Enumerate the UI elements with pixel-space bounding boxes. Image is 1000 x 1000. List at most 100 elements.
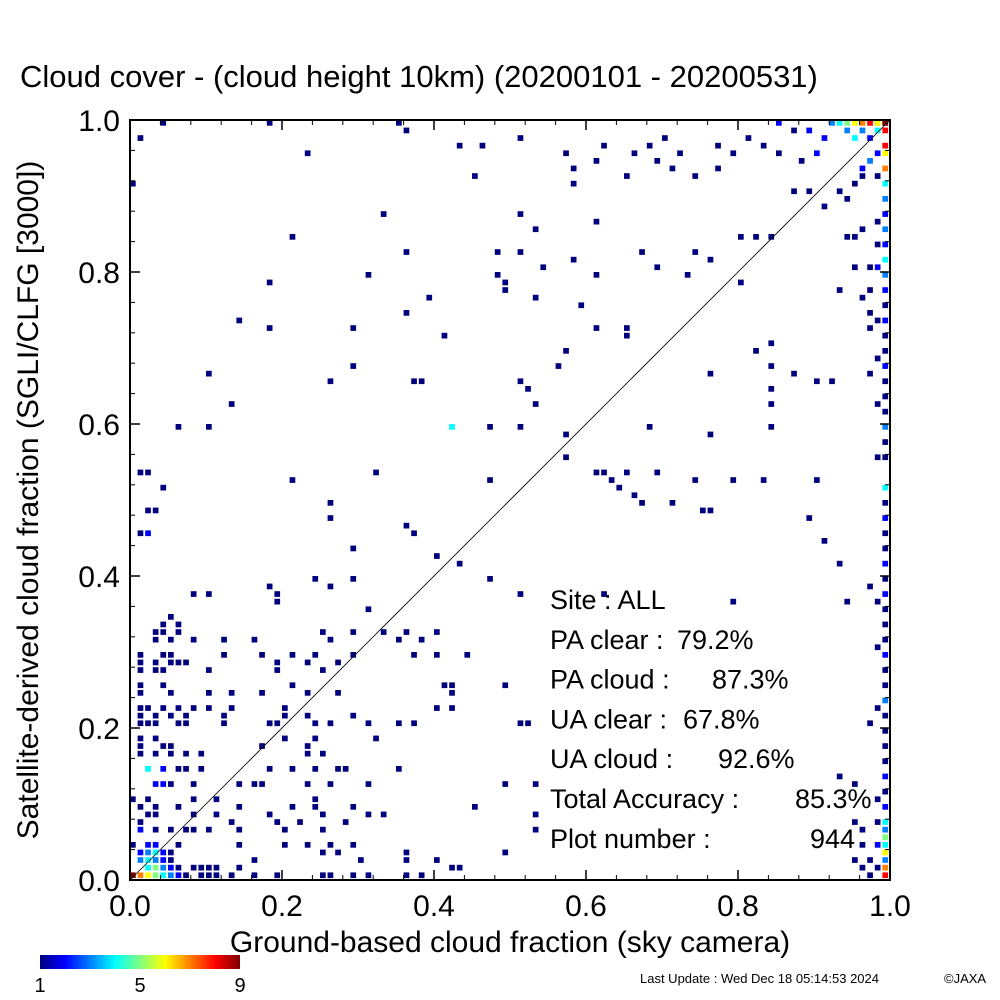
heatmap-cell (434, 652, 440, 658)
heatmap-cell (563, 431, 569, 438)
heatmap-cell (183, 872, 189, 879)
heatmap-cell (221, 652, 227, 658)
heatmap-cell (160, 705, 167, 711)
heatmap-cell (768, 363, 775, 369)
heatmap-cell (327, 872, 334, 879)
heatmap-cells (130, 120, 889, 879)
heatmap-cell (274, 598, 281, 605)
x-tick-label: 0.4 (413, 890, 455, 923)
heatmap-cell (517, 135, 524, 141)
heatmap-cell (844, 598, 851, 605)
heatmap-cell (829, 378, 835, 385)
heatmap-cell (532, 781, 539, 787)
heatmap-cell (206, 826, 212, 833)
heatmap-cell (867, 264, 873, 271)
heatmap-cell (168, 826, 174, 833)
heatmap-cell (449, 705, 455, 711)
heatmap-cell (874, 796, 881, 803)
heatmap-cell (168, 614, 174, 620)
heatmap-cell (867, 287, 873, 293)
heatmap-cell (456, 142, 463, 149)
heatmap-cell (882, 842, 889, 848)
heatmap-cell (867, 857, 873, 863)
heatmap-cell (175, 705, 182, 711)
heatmap-cell (867, 872, 873, 879)
heatmap-cell (472, 804, 478, 810)
copyright-text: ©JAXA (944, 971, 986, 986)
heatmap-cell (289, 766, 296, 772)
heatmap-cell (882, 165, 889, 172)
heatmap-cell (213, 872, 220, 879)
stat-label: Site : ALL (550, 585, 666, 615)
heatmap-cell (882, 712, 889, 719)
heatmap-cell (563, 348, 569, 354)
x-tick-label: 0.2 (261, 890, 303, 923)
heatmap-cell (213, 864, 220, 871)
heatmap-cell (791, 127, 797, 134)
heatmap-cell (441, 682, 448, 689)
heatmap-cell (183, 720, 189, 727)
heatmap-cell (130, 796, 136, 803)
heatmap-cell (874, 264, 881, 271)
heatmap-cell (365, 781, 372, 787)
stat-value: 87.3% (712, 665, 789, 695)
heatmap-cell (380, 629, 387, 635)
heatmap-cell (160, 766, 167, 772)
heatmap-cell (236, 781, 243, 787)
heatmap-cell (844, 127, 851, 134)
heatmap-cell (434, 705, 440, 711)
heatmap-cell (456, 864, 463, 871)
stat-label: UA clear : (550, 704, 667, 734)
heatmap-cell (646, 142, 653, 149)
heatmap-cell (312, 766, 319, 772)
heatmap-cell (882, 408, 889, 415)
x-tick-label: 0.8 (717, 890, 759, 923)
heatmap-cell (593, 272, 600, 278)
heatmap-cell (137, 743, 144, 749)
heatmap-cell (289, 234, 296, 240)
heatmap-cell (289, 652, 296, 658)
heatmap-cell (137, 530, 144, 537)
heatmap-cell (152, 872, 159, 879)
heatmap-cell (160, 857, 167, 863)
heatmap-cell (183, 750, 189, 757)
heatmap-cell (168, 857, 174, 863)
heatmap-cell (266, 766, 273, 772)
heatmap-cell (844, 120, 851, 126)
heatmap-cell (882, 819, 889, 825)
heatmap-cell (874, 454, 881, 461)
heatmap-cell (350, 363, 357, 369)
heatmap-cell (152, 857, 159, 863)
heatmap-cell (882, 872, 889, 879)
heatmap-cell (168, 652, 174, 658)
heatmap-cell (152, 712, 159, 719)
heatmap-cell (867, 158, 873, 164)
heatmap-cell (768, 340, 775, 347)
heatmap-cell (152, 804, 159, 810)
heatmap-cell (502, 682, 509, 689)
heatmap-cell (175, 629, 182, 635)
heatmap-cell (365, 720, 372, 727)
heatmap-cell (776, 120, 782, 126)
heatmap-cell (700, 507, 706, 514)
heatmap-cell (152, 735, 159, 742)
heatmap-cell (137, 690, 144, 696)
heatmap-cell (882, 560, 889, 567)
heatmap-cell (137, 857, 144, 863)
heatmap-cell (327, 500, 334, 506)
heatmap-cell (852, 857, 858, 863)
heatmap-cell (874, 864, 881, 871)
heatmap-cell (175, 424, 182, 430)
heatmap-cell (312, 735, 319, 742)
heatmap-cell (882, 127, 889, 134)
heatmap-cell (418, 872, 425, 879)
heatmap-cell (350, 652, 357, 658)
heatmap-cell (882, 758, 889, 765)
heatmap-cell (836, 120, 843, 126)
heatmap-cell (882, 150, 889, 157)
heatmap-cell (274, 591, 281, 597)
heatmap-cell (312, 804, 319, 810)
heatmap-cell (403, 249, 410, 255)
heatmap-cell (768, 424, 775, 430)
